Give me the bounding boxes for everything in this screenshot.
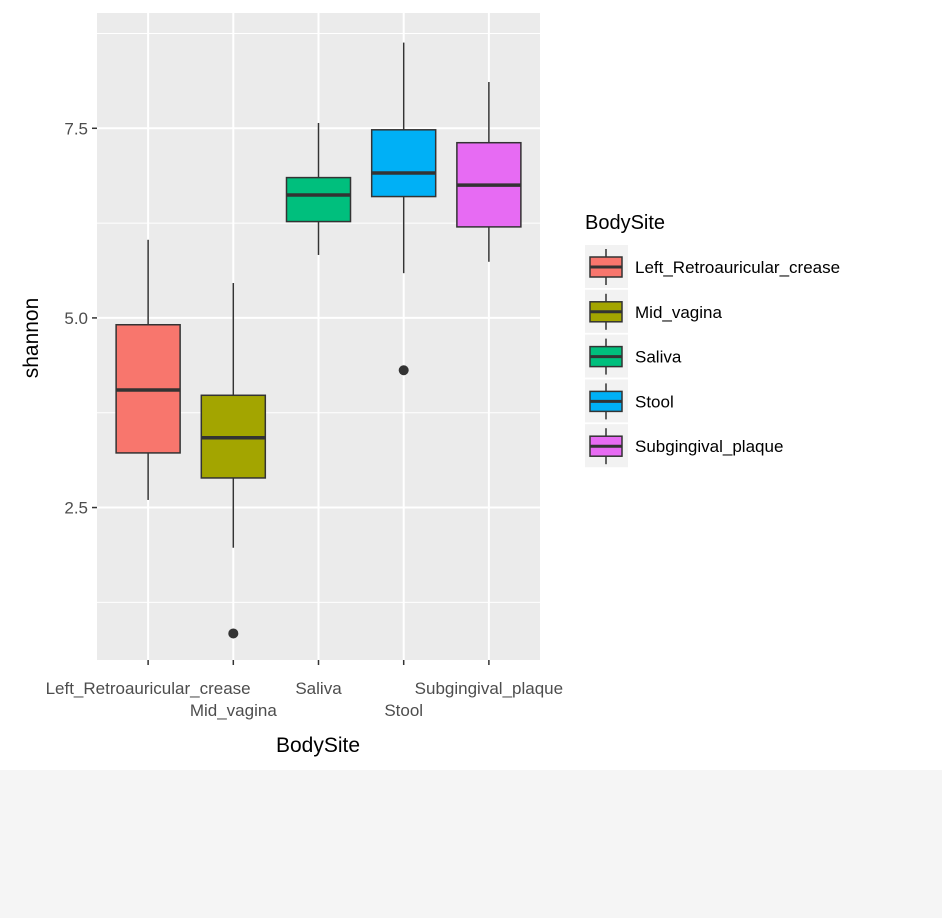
legend-label: Subgingival_plaque (635, 437, 783, 456)
legend-item: Mid_vagina (585, 289, 722, 333)
box-subgingival-plaque (456, 82, 522, 262)
box-iqr (285, 176, 352, 223)
legend-label: Stool (635, 392, 674, 411)
y-tick-label: 7.5 (64, 119, 88, 138)
legend-title: BodySite (585, 212, 665, 234)
legend-item: Saliva (585, 334, 682, 378)
legend-label: Mid_vagina (635, 303, 722, 322)
box-iqr (370, 129, 437, 198)
box-left-retroauricular-crease (115, 239, 181, 500)
box-stool (370, 42, 437, 376)
legend-label: Left_Retroauricular_crease (635, 258, 840, 277)
x-tick-label: Left_Retroauricular_crease (46, 679, 251, 698)
legend-item: Stool (585, 379, 674, 423)
x-tick-label: Mid_vagina (190, 701, 277, 720)
footer-area (0, 770, 942, 918)
y-tick-label: 2.5 (64, 499, 88, 518)
x-tick-label: Saliva (295, 679, 342, 698)
box-saliva (285, 122, 352, 255)
x-axis-title: BodySite (276, 734, 360, 757)
boxplot-chart: 2.5 5.0 7.5 Left_Retroauricular_crease Mid_… (20, 13, 840, 757)
legend: BodySite Left_Retroauricular_crease Mid_v… (585, 212, 840, 468)
legend-label: Saliva (635, 348, 682, 367)
legend-item: Left_Retroauricular_crease (585, 245, 840, 288)
legend-item: Subgingival_plaque (585, 424, 783, 468)
x-tick-label: Stool (384, 701, 423, 720)
outlier-point (228, 628, 239, 639)
box-mid-vagina (200, 283, 267, 639)
y-tick-label: 5.0 (64, 309, 88, 328)
y-axis-title: shannon (20, 298, 43, 379)
outlier-point (398, 365, 409, 376)
x-tick-label: Subgingival_plaque (415, 679, 563, 698)
